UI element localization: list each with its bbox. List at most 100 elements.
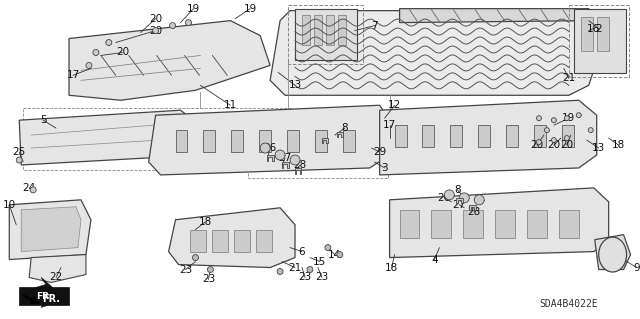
Circle shape bbox=[564, 136, 570, 141]
Circle shape bbox=[275, 150, 285, 160]
Text: 9: 9 bbox=[633, 263, 640, 272]
Polygon shape bbox=[267, 155, 274, 160]
Polygon shape bbox=[456, 198, 463, 204]
Bar bbox=[212, 230, 228, 252]
Circle shape bbox=[460, 193, 469, 203]
Text: 21: 21 bbox=[562, 73, 575, 83]
Text: 21: 21 bbox=[289, 263, 301, 272]
Circle shape bbox=[536, 116, 541, 121]
Bar bbox=[478, 125, 490, 147]
Circle shape bbox=[170, 23, 175, 29]
Text: 20: 20 bbox=[149, 26, 162, 35]
Text: 8: 8 bbox=[454, 185, 461, 195]
Text: 18: 18 bbox=[612, 140, 625, 150]
Bar bbox=[506, 125, 518, 147]
Text: 17: 17 bbox=[67, 70, 79, 80]
Polygon shape bbox=[322, 138, 328, 143]
Bar bbox=[596, 17, 609, 51]
Polygon shape bbox=[148, 105, 390, 175]
Text: 6: 6 bbox=[299, 247, 305, 256]
Text: 18: 18 bbox=[199, 217, 212, 227]
Polygon shape bbox=[337, 132, 343, 137]
Bar bbox=[234, 230, 250, 252]
Bar bbox=[23, 108, 292, 170]
Polygon shape bbox=[270, 11, 609, 95]
Text: 12: 12 bbox=[388, 100, 401, 110]
Text: 18: 18 bbox=[385, 263, 398, 272]
Text: 20: 20 bbox=[116, 48, 129, 57]
Bar bbox=[191, 230, 207, 252]
Circle shape bbox=[30, 187, 36, 193]
Bar bbox=[495, 210, 515, 238]
Circle shape bbox=[444, 190, 454, 200]
Text: 19: 19 bbox=[187, 4, 200, 14]
Text: 13: 13 bbox=[592, 143, 605, 153]
Bar bbox=[288, 5, 363, 64]
Text: 28: 28 bbox=[468, 207, 481, 217]
Polygon shape bbox=[9, 200, 91, 260]
Circle shape bbox=[106, 40, 112, 46]
Bar bbox=[569, 5, 628, 78]
Circle shape bbox=[193, 255, 198, 261]
Circle shape bbox=[16, 157, 22, 163]
Text: 20: 20 bbox=[560, 140, 573, 150]
Bar bbox=[204, 130, 216, 152]
Text: 27: 27 bbox=[278, 153, 292, 163]
Text: 20: 20 bbox=[531, 140, 543, 150]
Circle shape bbox=[153, 27, 159, 33]
Text: 8: 8 bbox=[342, 123, 348, 133]
Text: 19: 19 bbox=[244, 4, 257, 14]
Bar bbox=[231, 130, 243, 152]
Text: 23: 23 bbox=[298, 272, 312, 283]
Bar bbox=[559, 210, 579, 238]
Polygon shape bbox=[390, 188, 609, 257]
Circle shape bbox=[93, 49, 99, 56]
Text: FR.: FR. bbox=[42, 294, 60, 304]
Circle shape bbox=[337, 252, 343, 257]
Text: 25: 25 bbox=[13, 147, 26, 157]
Text: 20: 20 bbox=[547, 140, 561, 150]
Bar bbox=[422, 125, 435, 147]
Text: 22: 22 bbox=[49, 272, 63, 283]
Polygon shape bbox=[282, 162, 289, 167]
Polygon shape bbox=[294, 168, 301, 174]
Text: 10: 10 bbox=[3, 200, 16, 210]
Bar bbox=[527, 210, 547, 238]
Circle shape bbox=[545, 128, 549, 133]
Polygon shape bbox=[19, 110, 200, 165]
Circle shape bbox=[552, 118, 556, 123]
Text: 28: 28 bbox=[293, 160, 307, 170]
Circle shape bbox=[207, 267, 213, 272]
Bar bbox=[302, 15, 310, 45]
Text: 4: 4 bbox=[431, 255, 438, 264]
Bar bbox=[451, 125, 462, 147]
Polygon shape bbox=[168, 208, 295, 268]
Bar bbox=[295, 9, 356, 60]
Bar bbox=[463, 210, 483, 238]
Text: 26: 26 bbox=[438, 193, 451, 203]
Text: 16: 16 bbox=[587, 24, 600, 33]
Text: 23: 23 bbox=[202, 274, 215, 285]
Text: 15: 15 bbox=[314, 256, 326, 267]
Circle shape bbox=[588, 128, 593, 133]
Text: 20: 20 bbox=[149, 14, 162, 24]
Text: 17: 17 bbox=[383, 120, 396, 130]
Polygon shape bbox=[380, 100, 596, 175]
Circle shape bbox=[307, 267, 313, 272]
Bar bbox=[315, 130, 327, 152]
Bar bbox=[562, 125, 574, 147]
Text: 26: 26 bbox=[264, 143, 276, 153]
Text: 24: 24 bbox=[22, 183, 36, 193]
Bar bbox=[287, 130, 299, 152]
Text: 11: 11 bbox=[224, 100, 237, 110]
Polygon shape bbox=[595, 235, 630, 270]
Bar bbox=[580, 17, 593, 51]
Polygon shape bbox=[468, 205, 476, 210]
Circle shape bbox=[474, 195, 484, 205]
Circle shape bbox=[260, 143, 270, 153]
Text: 3: 3 bbox=[381, 163, 388, 173]
Text: FR.: FR. bbox=[36, 292, 52, 301]
Circle shape bbox=[325, 245, 331, 251]
Bar bbox=[314, 15, 322, 45]
Text: 23: 23 bbox=[179, 264, 192, 275]
